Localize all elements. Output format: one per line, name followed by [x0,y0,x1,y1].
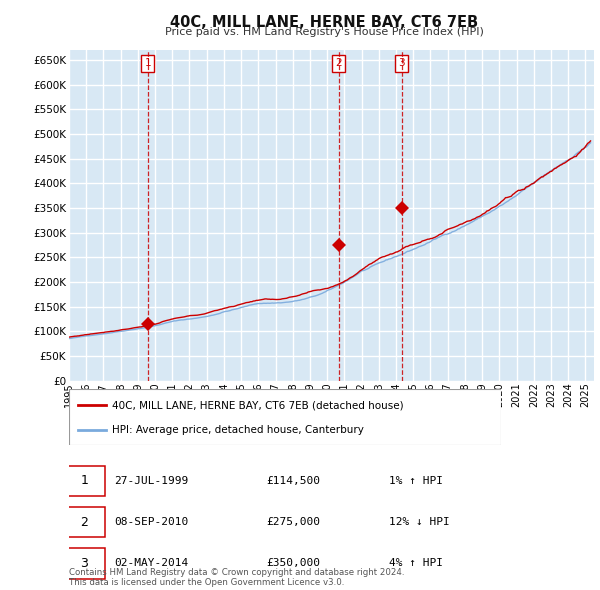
Text: £350,000: £350,000 [266,559,320,568]
Text: 08-SEP-2010: 08-SEP-2010 [115,517,188,527]
Text: £275,000: £275,000 [266,517,320,527]
Text: HPI: Average price, detached house, Canterbury: HPI: Average price, detached house, Cant… [112,425,364,435]
Text: 40C, MILL LANE, HERNE BAY, CT6 7EB: 40C, MILL LANE, HERNE BAY, CT6 7EB [170,15,478,30]
Text: 4% ↑ HPI: 4% ↑ HPI [389,559,443,568]
FancyBboxPatch shape [65,466,105,496]
Text: Price paid vs. HM Land Registry's House Price Index (HPI): Price paid vs. HM Land Registry's House … [164,27,484,37]
Text: Contains HM Land Registry data © Crown copyright and database right 2024.
This d: Contains HM Land Registry data © Crown c… [69,568,404,587]
Text: 2: 2 [335,58,342,68]
Text: 12% ↓ HPI: 12% ↓ HPI [389,517,450,527]
Text: 1% ↑ HPI: 1% ↑ HPI [389,476,443,486]
Text: 02-MAY-2014: 02-MAY-2014 [115,559,188,568]
Text: 1: 1 [145,58,151,68]
Text: 27-JUL-1999: 27-JUL-1999 [115,476,188,486]
Text: 40C, MILL LANE, HERNE BAY, CT6 7EB (detached house): 40C, MILL LANE, HERNE BAY, CT6 7EB (deta… [112,400,404,410]
FancyBboxPatch shape [65,507,105,537]
Text: £114,500: £114,500 [266,476,320,486]
Text: 1: 1 [80,474,88,487]
Text: 3: 3 [398,58,405,68]
Text: 2: 2 [80,516,88,529]
Text: 3: 3 [80,557,88,570]
FancyBboxPatch shape [65,548,105,579]
